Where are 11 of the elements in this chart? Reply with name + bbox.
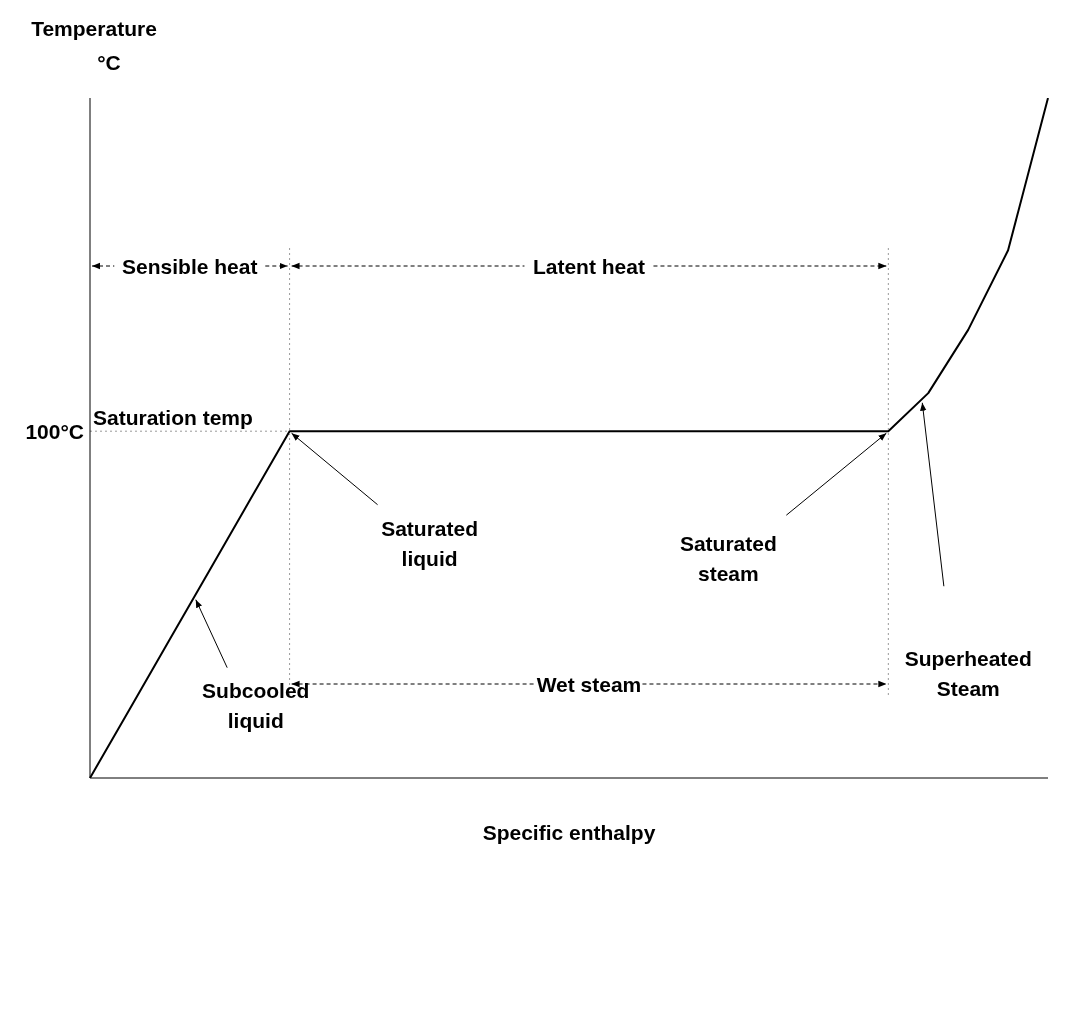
x-axis-title: Specific enthalpy: [482, 821, 656, 844]
annotation: Saturated liquid: [381, 517, 479, 571]
annotation: Sensible heat: [122, 255, 258, 278]
text: 100°C: [25, 420, 84, 444]
annotation: Wet steam: [536, 673, 642, 696]
annotation: Superheated Steam: [904, 646, 1032, 700]
annotation: Latent heat: [532, 255, 645, 278]
annotation: Subcooled liquid: [202, 678, 310, 732]
ref-line-label: Saturation temp: [93, 406, 253, 430]
y-axis-title: Temperature °C: [31, 17, 157, 74]
annotation: Saturated steam: [679, 532, 777, 586]
